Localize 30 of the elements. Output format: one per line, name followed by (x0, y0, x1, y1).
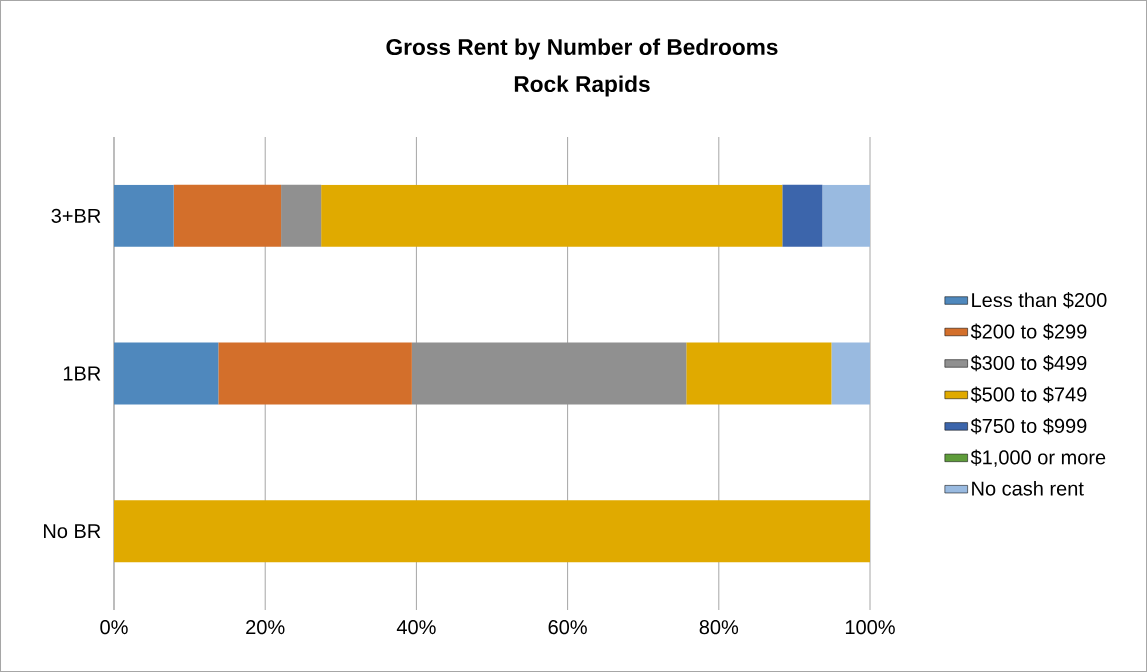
legend-label: $500 to $749 (970, 386, 1087, 403)
x-tick-label: 80% (699, 620, 739, 635)
legend-label: $300 to $499 (970, 355, 1087, 372)
bar (281, 184, 322, 247)
bar (831, 342, 871, 405)
x-tick-label: 0% (100, 620, 128, 635)
bar (218, 342, 412, 405)
chart-title: Gross Rent by Number of Bedrooms (386, 38, 778, 60)
legend-label: Less than $200 (972, 292, 1107, 309)
bar (411, 342, 687, 405)
bar (114, 342, 219, 405)
bar (782, 184, 823, 247)
bar (114, 500, 871, 563)
y-tick-label: No BR (44, 524, 101, 539)
x-tick-label: 40% (396, 620, 436, 635)
legend-label: $750 to $999 (970, 418, 1087, 435)
legend-label: $200 to $299 (970, 323, 1087, 340)
y-tick-label: 3+BR (51, 208, 101, 223)
y-tick-label: 1BR (63, 366, 101, 381)
bar (114, 184, 174, 247)
legend-label: No cash rent (972, 480, 1084, 496)
bar (173, 184, 282, 247)
chart-subtitle: Rock Rapids (514, 75, 650, 97)
legend-label: $1,000 or more (970, 449, 1106, 467)
x-tick-label: 60% (548, 620, 587, 635)
bar (321, 184, 783, 247)
x-tick-label: 20% (246, 620, 285, 635)
x-tick-label: 100% (845, 620, 895, 635)
bar (686, 342, 832, 405)
bar (822, 184, 871, 247)
